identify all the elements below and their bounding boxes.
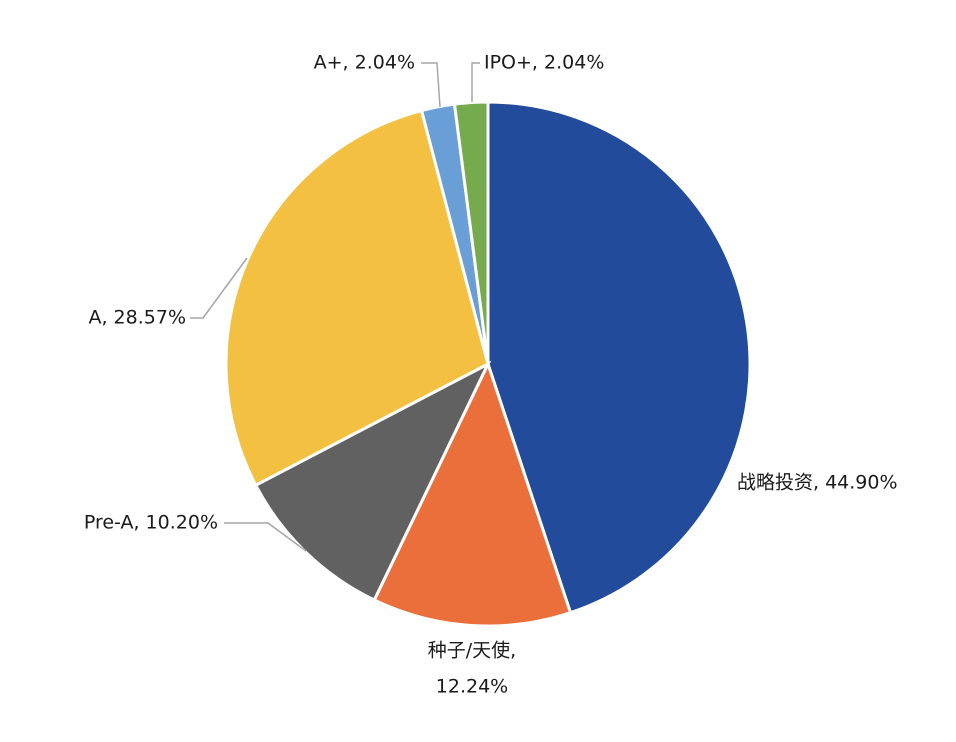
- pie-slice-0: [486, 100, 752, 615]
- pie-slice-2: [253, 360, 492, 603]
- leader-line-3: [190, 257, 248, 319]
- pie-slice-3: [224, 108, 490, 488]
- slice-label-1: 种子/天使,: [428, 640, 516, 662]
- labels-layer: 战略投资, 44.90% 种子/天使, 12.24% Pre-A, 10.20% A, …: [84, 52, 898, 698]
- leader-lines-layer: [190, 62, 480, 552]
- pie-slice-1: [372, 360, 573, 628]
- slice-label-0: 战略投资, 44.90%: [737, 472, 898, 494]
- slice-label-1-line2: 12.24%: [436, 676, 508, 698]
- leader-line-4: [421, 62, 441, 108]
- slice-label-3: A, 28.57%: [88, 307, 186, 329]
- slice-label-2: Pre-A, 10.20%: [84, 512, 218, 534]
- slice-label-5: IPO+, 2.04%: [484, 52, 604, 74]
- leader-line-5: [471, 62, 480, 102]
- slices-layer: [224, 100, 752, 628]
- slice-label-4: A+, 2.04%: [314, 52, 415, 74]
- leader-line-2: [224, 522, 307, 552]
- pie-slice-5: [452, 100, 490, 365]
